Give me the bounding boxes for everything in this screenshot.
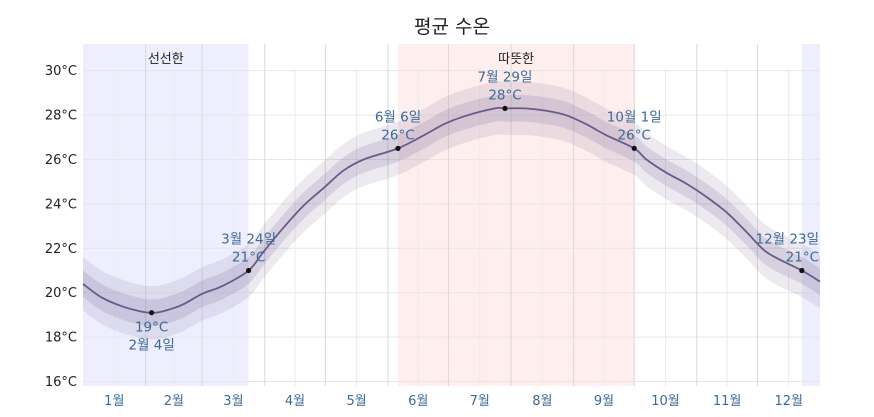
annotations: 2월 4일 19°C 3월 24일 21°C 6월 6일 26°C 7월 29일 28°C 10…	[128, 69, 819, 353]
x-axis: 1월 2월 3월 4월 5월 6월 7월 8월 9월 10월 11월 12월	[104, 394, 803, 409]
x-tick-label: 5월	[346, 394, 366, 409]
season-label: 따뜻한	[498, 52, 534, 67]
annotation-point	[799, 267, 805, 274]
season-label: 선선한	[148, 52, 184, 67]
annotation-date: 2월 4일	[128, 338, 174, 354]
annotation-value: 26°C	[618, 127, 651, 143]
y-tick-label: 18°C	[45, 331, 77, 346]
grid	[83, 44, 820, 386]
annotation-point	[149, 310, 155, 316]
x-tick-label: 3월	[223, 394, 243, 409]
y-tick-label: 26°C	[45, 153, 77, 168]
x-tick-label: 2월	[164, 394, 184, 409]
annotation-point	[395, 145, 401, 151]
y-tick-label: 16°C	[45, 375, 77, 390]
x-tick-label: 1월	[104, 394, 124, 409]
temperature-band-inner	[83, 94, 820, 327]
x-tick-label: 10월	[651, 394, 680, 409]
annotation-point	[631, 145, 637, 151]
x-tick-label: 11월	[713, 394, 742, 409]
x-tick-label: 8월	[532, 394, 552, 409]
y-tick-label: 20°C	[45, 286, 77, 301]
season-backgrounds: 선선한 따뜻한	[83, 44, 820, 386]
annotation-point	[502, 105, 508, 112]
y-tick-label: 30°C	[45, 64, 77, 79]
season-band	[801, 44, 820, 386]
x-tick-label: 6월	[408, 394, 428, 409]
y-tick-label: 24°C	[45, 197, 77, 212]
annotation-value: 26°C	[381, 127, 414, 143]
temperature-band-outer	[83, 81, 820, 340]
annotation-point	[245, 267, 252, 274]
chart-title: 평균 수온	[414, 16, 490, 38]
x-tick-label: 9월	[594, 394, 614, 409]
x-tick-label: 12월	[774, 394, 803, 409]
annotation-value: 21°C	[786, 250, 819, 266]
annotation-date: 6월 6일	[375, 109, 421, 125]
y-axis: 16°C 18°C 20°C 22°C 24°C 26°C 28°C 30°C	[45, 64, 77, 390]
season-band	[83, 44, 249, 386]
annotation-value: 19°C	[135, 320, 168, 336]
temperature-bands	[83, 81, 820, 340]
annotation-date: 12월 23일	[756, 232, 820, 248]
y-tick-label: 28°C	[45, 109, 77, 124]
temperature-series	[82, 106, 821, 314]
annotation-date: 10월 1일	[607, 109, 662, 125]
season-band	[397, 44, 635, 386]
annotation-value: 21°C	[232, 250, 265, 266]
y-tick-label: 22°C	[45, 242, 77, 257]
x-tick-label: 4월	[285, 394, 305, 409]
annotation-date: 7월 29일	[478, 69, 533, 85]
annotation-date: 3월 24일	[221, 232, 276, 248]
temperature-line	[82, 106, 821, 314]
annotation-value: 28°C	[488, 87, 521, 103]
x-tick-label: 7월	[470, 394, 490, 409]
